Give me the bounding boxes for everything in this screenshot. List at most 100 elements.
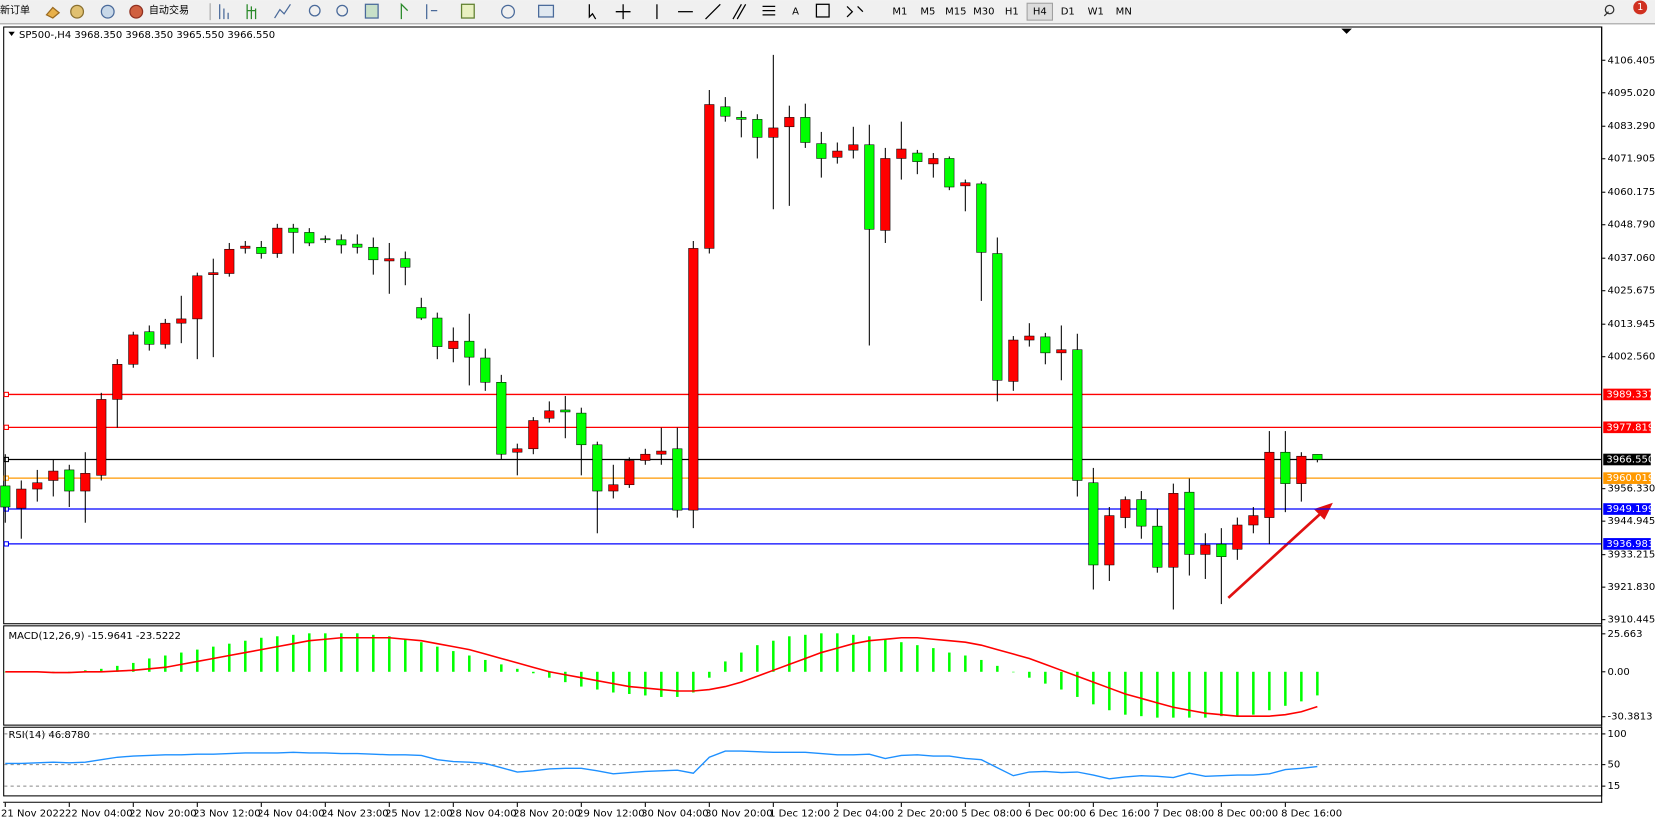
icon-autoscroll[interactable]: [400, 2, 409, 20]
candle-body: [928, 158, 939, 165]
icon-line[interactable]: [274, 3, 291, 19]
timeframe[interactable]: MN: [1116, 7, 1132, 18]
icon-arrows[interactable]: [846, 5, 864, 18]
icon-tile[interactable]: [364, 3, 379, 19]
icon-fibo[interactable]: [762, 5, 776, 16]
price-label-bg: [1603, 453, 1651, 466]
macd-bar: [1060, 671, 1063, 690]
candle-body: [144, 331, 155, 345]
timeframe[interactable]: M5: [920, 7, 935, 18]
macd-bar: [772, 640, 775, 672]
macd-bar: [724, 661, 727, 672]
macd-bar: [1220, 671, 1223, 717]
macd-bar: [1268, 671, 1271, 711]
candle-body: [1216, 543, 1227, 557]
icon-search[interactable]: [1603, 11, 1609, 17]
icon-autotrade[interactable]: [129, 4, 144, 19]
macd-bar: [1156, 671, 1159, 718]
candle-body: [496, 382, 507, 455]
macd-bar: [1236, 671, 1239, 717]
icon-trendline[interactable]: [705, 3, 721, 20]
macd-bar: [436, 646, 439, 672]
price-label: 3949.199: [1606, 504, 1654, 515]
x-tick-label: 7 Dec 08:00: [1153, 808, 1214, 819]
candle-body: [80, 473, 91, 492]
icon-indicators[interactable]: [460, 3, 475, 19]
icon-periods[interactable]: [501, 4, 515, 19]
candle-body: [368, 246, 379, 261]
macd-bar: [1204, 671, 1207, 718]
icon-text[interactable]: A: [792, 7, 799, 18]
icon-cursor[interactable]: [588, 4, 597, 20]
timeframe[interactable]: M15: [945, 7, 966, 18]
candle-body: [448, 340, 459, 349]
x-tick-label: 2 Dec 20:00: [897, 808, 958, 819]
auto-trading[interactable]: 自动交易: [149, 4, 189, 17]
price-label: 3936.983: [1606, 539, 1654, 550]
timeframe[interactable]: M1: [892, 7, 907, 18]
x-tick-label: 23 Nov 12:00: [193, 808, 261, 819]
y-tick-label: 15: [1607, 781, 1620, 792]
price-label-bg: [1603, 421, 1651, 434]
x-tick-label: 30 Nov 04:00: [641, 808, 709, 819]
y-tick-label: 3956.330: [1607, 484, 1655, 495]
x-tick-label: 28 Nov 04:00: [449, 808, 517, 819]
candle-body: [112, 364, 123, 400]
icon-search-lens[interactable]: [1604, 4, 1615, 15]
icon-bank[interactable]: [70, 4, 85, 19]
price-label-bg: [1603, 472, 1651, 484]
y-tick-label: 0.00: [1607, 667, 1629, 678]
macd-bar: [644, 671, 647, 696]
timeframe[interactable]: M30: [973, 7, 994, 18]
macd-bar: [180, 652, 183, 672]
timeframe[interactable]: H4: [1033, 7, 1047, 18]
chart-title: SP500-,H4 3968.350 3968.350 3965.550 396…: [19, 30, 275, 41]
candle-body: [400, 258, 411, 268]
icon-crosshair[interactable]: [615, 4, 631, 20]
timeframe[interactable]: H1: [1005, 7, 1019, 18]
icon-label[interactable]: [815, 3, 830, 18]
icon-candles[interactable]: [246, 4, 257, 20]
macd-bar: [260, 637, 263, 672]
new-order[interactable]: 新订单: [0, 4, 30, 17]
x-tick-label: 30 Nov 20:00: [705, 808, 773, 819]
macd-bar: [1316, 671, 1319, 696]
candle-body: [1200, 544, 1211, 555]
price-label-bg: [1603, 503, 1651, 515]
candle-body: [736, 117, 747, 120]
candle-body: [640, 453, 651, 461]
icon-shift[interactable]: [426, 4, 438, 20]
icon-zoom-out[interactable]: [336, 4, 349, 17]
icon-bars[interactable]: [219, 4, 229, 20]
y-tick-label: 4071.905: [1607, 154, 1655, 165]
macd-bar: [740, 652, 743, 672]
candle-body: [1104, 515, 1115, 566]
timeframe[interactable]: W1: [1088, 7, 1104, 18]
toolbar-icons: A: [45, 0, 1648, 21]
timeframe[interactable]: D1: [1061, 7, 1075, 18]
annotation-arrowhead: [1313, 502, 1333, 520]
icon-signal[interactable]: [100, 4, 115, 19]
icon-channel[interactable]: [732, 3, 747, 20]
macd-bar: [708, 671, 711, 678]
macd-bar: [692, 671, 695, 693]
x-tick-label: 8 Dec 00:00: [1217, 808, 1278, 819]
candle-body: [1312, 454, 1323, 460]
candle-body: [528, 420, 539, 450]
candle-body: [944, 158, 955, 188]
y-tick-label: 4025.675: [1607, 286, 1655, 297]
badge-bg[interactable]: [1633, 0, 1648, 15]
y-tick-label: 4002.560: [1607, 352, 1655, 363]
icon-gold[interactable]: [45, 6, 61, 19]
icon-templates[interactable]: [538, 4, 555, 18]
macd-bar: [660, 671, 663, 697]
candle-body: [1296, 455, 1307, 484]
icon-zoom-in[interactable]: [308, 4, 321, 17]
price-label-bg: [1603, 538, 1651, 550]
candle-body: [64, 469, 75, 492]
candle-body: [288, 227, 299, 233]
candle-body: [256, 246, 267, 254]
macd-bar: [372, 634, 375, 672]
candle-body: [960, 182, 971, 187]
candle-body: [1168, 493, 1179, 568]
